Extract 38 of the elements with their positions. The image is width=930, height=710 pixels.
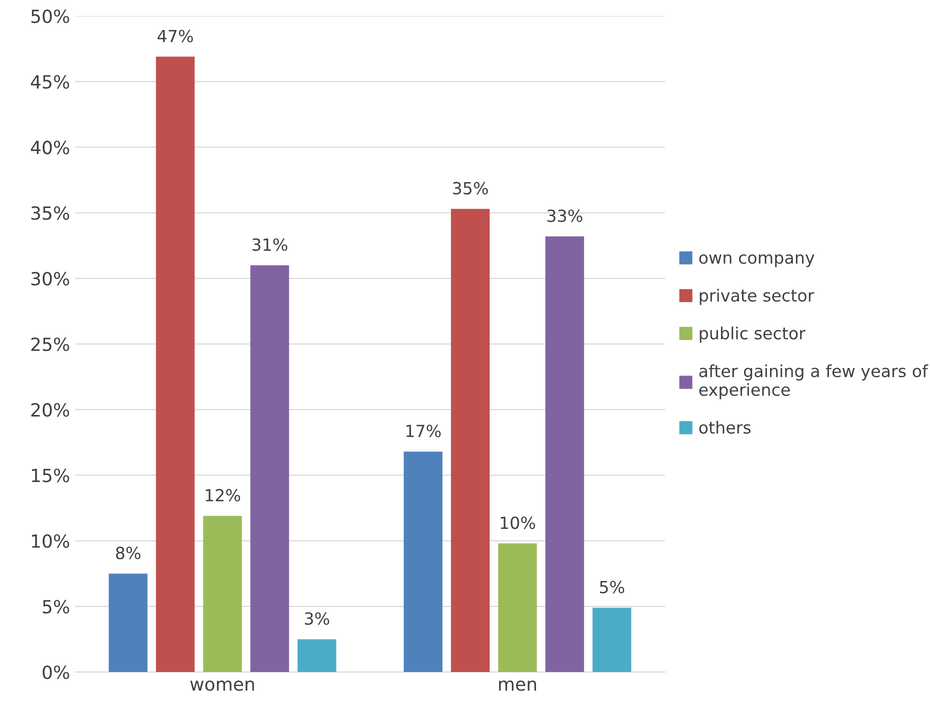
bar: [298, 639, 336, 672]
x-tick-label: men: [499, 680, 536, 691]
data-label: 17%: [406, 424, 441, 438]
bar: [498, 543, 537, 672]
bar: [545, 236, 584, 672]
legend-label: others: [699, 420, 751, 434]
bar: [592, 608, 632, 672]
bar: [404, 452, 442, 672]
bar: [156, 56, 195, 672]
y-tick-label: 50%: [31, 9, 70, 24]
data-label: 10%: [500, 516, 536, 530]
y-tick-label: 45%: [30, 75, 70, 89]
data-label: 5%: [600, 580, 624, 594]
bar: [108, 574, 148, 672]
data-label: 35%: [453, 182, 488, 195]
bar: [203, 516, 242, 672]
data-label: 8%: [116, 546, 140, 560]
data-label: 33%: [547, 209, 582, 222]
y-tick-label: 0%: [42, 665, 70, 680]
legend-label: own company: [699, 254, 814, 268]
y-tick-label: 25%: [31, 337, 70, 352]
data-label: 47%: [158, 30, 193, 42]
bar: [250, 265, 290, 672]
legend-label: public sector: [700, 326, 806, 343]
x-tick-label: women: [190, 680, 254, 691]
y-tick-label: 15%: [32, 468, 70, 482]
bar: [450, 208, 490, 672]
y-tick-label: 30%: [31, 272, 70, 286]
y-tick-label: 10%: [32, 534, 70, 548]
y-tick-label: 35%: [31, 206, 70, 220]
legend-label: private sector: [700, 288, 814, 305]
data-label: 3%: [304, 612, 330, 625]
legend-label: after gaining a few years of experience: [699, 364, 928, 400]
y-tick-label: 20%: [31, 403, 70, 417]
data-label: 12%: [206, 488, 240, 502]
y-tick-label: 5%: [42, 600, 70, 614]
data-label: 31%: [252, 238, 288, 251]
y-tick-label: 40%: [30, 140, 70, 154]
